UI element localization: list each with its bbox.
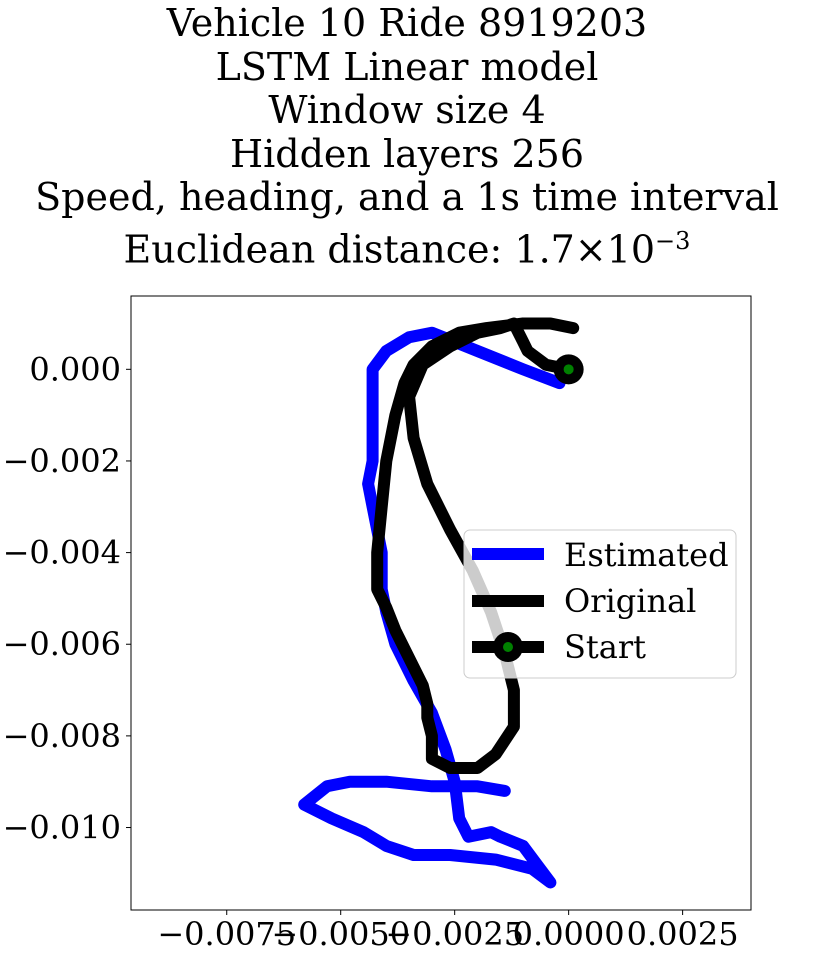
y-axis-ticks: 0.000 −0.002 −0.004 −0.006 −0.008 −0.010 xyxy=(3,350,131,847)
y-tick-label: 0.000 xyxy=(29,350,121,388)
legend-label-original: Original xyxy=(564,582,696,620)
series-line-original xyxy=(371,317,580,774)
x-tick-label: 0.0025 xyxy=(627,915,739,953)
legend-marker-start-center xyxy=(503,642,513,652)
y-tick-label: −0.004 xyxy=(3,534,121,572)
series-layer xyxy=(298,317,580,889)
x-tick-label: −0.0075 xyxy=(157,915,296,953)
title-line-window: Window size 4 xyxy=(268,88,546,132)
y-tick-label: −0.002 xyxy=(3,442,121,480)
x-tick-label: −0.0050 xyxy=(271,915,410,953)
title-line-model: LSTM Linear model xyxy=(215,44,599,89)
y-tick-label: −0.006 xyxy=(3,625,121,663)
start-marker-center xyxy=(563,364,574,375)
y-tick-label: −0.010 xyxy=(3,809,121,847)
x-tick-label: −0.0025 xyxy=(385,915,524,953)
legend-label-estimated: Estimated xyxy=(564,536,729,574)
metric-base: 10 xyxy=(606,227,656,272)
metric-times: × xyxy=(574,227,607,272)
metric-label: Euclidean distance: xyxy=(123,227,515,272)
series-line-estimated xyxy=(298,326,566,889)
plot-frame xyxy=(130,295,752,911)
chart-title: Vehicle 10 Ride 8919203 LSTM Linear mode… xyxy=(0,1,814,272)
metric-mantissa: 1.7 xyxy=(514,227,575,272)
metric-exponent: −3 xyxy=(655,226,691,255)
title-line-vehicle: Vehicle 10 Ride 8919203 xyxy=(166,1,648,45)
y-tick-label: −0.008 xyxy=(3,717,121,755)
title-line-metric: Euclidean distance: 1.7×10−3 xyxy=(0,220,814,272)
legend-label-start: Start xyxy=(564,628,646,666)
x-tick-label: 0.0000 xyxy=(513,915,625,953)
start-layer xyxy=(553,354,584,385)
title-line-features: Speed, heading, and a 1s time interval xyxy=(35,175,779,219)
title-line-hidden: Hidden layers 256 xyxy=(229,131,585,176)
legend: Estimated Original Start xyxy=(463,529,737,679)
